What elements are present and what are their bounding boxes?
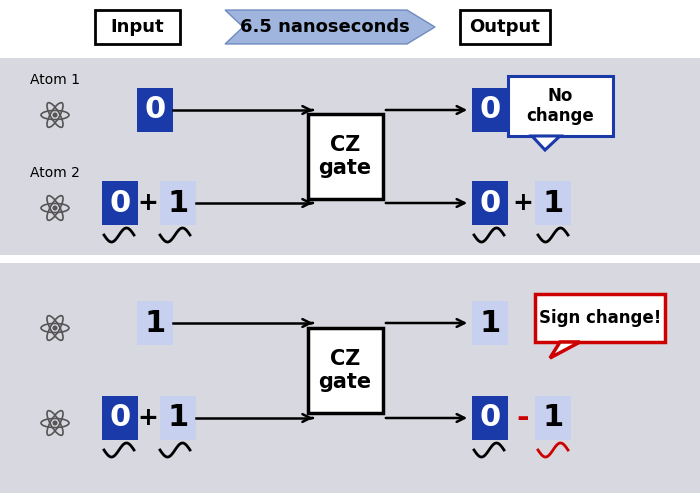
- Bar: [535, 396, 571, 440]
- Bar: [137, 301, 173, 345]
- Bar: [472, 301, 508, 345]
- Bar: [535, 181, 571, 225]
- Bar: [460, 10, 550, 44]
- Bar: [102, 396, 138, 440]
- Text: +: +: [138, 406, 158, 430]
- Text: Atom 2: Atom 2: [30, 166, 80, 180]
- Text: Input: Input: [111, 18, 164, 36]
- Bar: [472, 181, 508, 225]
- Bar: [535, 294, 665, 342]
- Bar: [160, 181, 196, 225]
- Text: 0: 0: [480, 403, 500, 432]
- Text: CZ
gate: CZ gate: [318, 349, 372, 392]
- Bar: [307, 114, 382, 199]
- Polygon shape: [550, 342, 580, 358]
- Polygon shape: [225, 10, 435, 44]
- Bar: [160, 396, 196, 440]
- Text: 0: 0: [480, 188, 500, 217]
- Text: Atom 1: Atom 1: [30, 73, 80, 87]
- Circle shape: [52, 206, 57, 211]
- Text: +: +: [512, 191, 533, 215]
- Text: 1: 1: [480, 309, 500, 338]
- Text: 0: 0: [109, 403, 131, 432]
- Bar: [137, 88, 173, 132]
- Text: 0: 0: [480, 96, 500, 125]
- Bar: [0, 0, 700, 55]
- Bar: [472, 88, 508, 132]
- Bar: [95, 10, 180, 44]
- Text: CZ
gate: CZ gate: [318, 135, 372, 178]
- Bar: [0, 263, 700, 493]
- Bar: [0, 255, 700, 263]
- Text: 0: 0: [109, 188, 131, 217]
- Circle shape: [52, 421, 57, 425]
- Text: +: +: [138, 191, 158, 215]
- Text: -: -: [517, 403, 529, 432]
- Circle shape: [52, 325, 57, 330]
- Text: 0: 0: [144, 96, 166, 125]
- Text: 1: 1: [144, 309, 166, 338]
- Bar: [0, 58, 700, 255]
- Text: Sign change!: Sign change!: [539, 309, 662, 327]
- Text: 1: 1: [542, 188, 564, 217]
- Bar: [472, 396, 508, 440]
- Circle shape: [52, 112, 57, 117]
- Bar: [508, 76, 612, 136]
- Text: Output: Output: [470, 18, 540, 36]
- Text: 6.5 nanoseconds: 6.5 nanoseconds: [240, 18, 410, 36]
- Polygon shape: [532, 136, 560, 150]
- Text: No
change: No change: [526, 87, 594, 125]
- Text: 1: 1: [542, 403, 564, 432]
- Text: 1: 1: [167, 188, 188, 217]
- Text: 1: 1: [167, 403, 188, 432]
- Bar: [307, 328, 382, 413]
- Bar: [102, 181, 138, 225]
